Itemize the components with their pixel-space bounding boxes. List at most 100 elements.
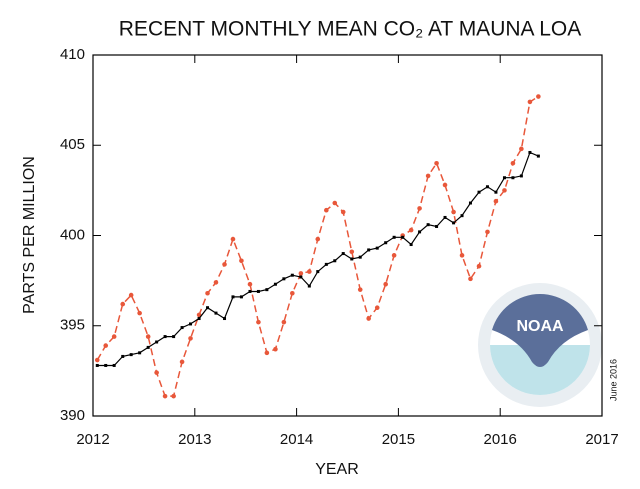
chart-title: RECENT MONTHLY MEAN CO₂ AT MAUNA LOA xyxy=(119,18,581,41)
data-point xyxy=(188,336,193,341)
data-point xyxy=(282,277,286,281)
data-point xyxy=(223,317,227,321)
data-point xyxy=(196,312,202,318)
data-point xyxy=(485,185,489,189)
data-point xyxy=(435,224,439,228)
data-point xyxy=(104,363,108,367)
data-point xyxy=(171,393,176,399)
data-point xyxy=(307,284,311,288)
data-point xyxy=(112,363,116,367)
data-point xyxy=(239,258,244,264)
data-point xyxy=(434,161,439,166)
data-point xyxy=(375,246,379,250)
data-point xyxy=(374,305,380,311)
y-tick-label: 395 xyxy=(60,317,85,334)
data-point xyxy=(358,255,362,259)
logo-text: NOAA xyxy=(516,318,564,335)
data-point xyxy=(94,357,100,363)
data-point xyxy=(349,249,355,255)
data-point xyxy=(111,334,117,339)
data-point xyxy=(214,311,218,315)
data-point xyxy=(121,354,125,358)
data-point xyxy=(493,198,499,204)
data-point xyxy=(528,150,532,154)
y-tick-label: 400 xyxy=(60,226,85,243)
data-point xyxy=(129,353,133,357)
x-tick-label: 2015 xyxy=(382,431,415,448)
data-point xyxy=(206,306,210,310)
data-point xyxy=(281,319,287,325)
data-point xyxy=(418,230,422,234)
data-point xyxy=(417,206,422,211)
data-point xyxy=(264,350,270,356)
data-point xyxy=(502,188,507,193)
data-point xyxy=(332,200,338,206)
data-point xyxy=(468,201,472,205)
data-point xyxy=(298,271,304,276)
data-point xyxy=(205,290,210,296)
y-tick-label: 390 xyxy=(60,407,85,424)
x-tick-label: 2016 xyxy=(484,431,517,448)
data-point xyxy=(392,235,396,239)
logo-bird xyxy=(492,294,588,367)
data-point xyxy=(468,276,473,282)
data-point xyxy=(510,161,516,166)
data-point xyxy=(146,345,150,349)
logo-sea xyxy=(490,345,590,395)
series-line xyxy=(96,95,539,397)
data-point xyxy=(357,287,363,292)
data-point xyxy=(536,94,541,99)
data-point xyxy=(333,259,337,263)
data-point xyxy=(340,209,346,215)
noaa-logo: NOAA xyxy=(478,283,602,407)
data-point xyxy=(519,174,523,178)
data-point xyxy=(485,229,490,235)
data-point xyxy=(248,289,252,293)
data-point xyxy=(350,257,354,261)
data-point xyxy=(290,290,295,296)
y-tick-label: 405 xyxy=(60,136,85,153)
data-point xyxy=(247,281,253,287)
data-point xyxy=(145,334,151,339)
data-point xyxy=(476,263,482,269)
data-point xyxy=(172,335,176,339)
data-point xyxy=(138,351,142,355)
data-point xyxy=(443,215,447,219)
data-point xyxy=(180,326,184,330)
data-point xyxy=(273,346,278,352)
data-point xyxy=(459,253,465,258)
data-point xyxy=(442,182,448,188)
data-point xyxy=(366,316,371,321)
data-point xyxy=(341,252,345,256)
data-point xyxy=(197,317,201,321)
data-point xyxy=(103,343,109,348)
data-point xyxy=(239,295,243,299)
data-point xyxy=(222,262,227,267)
data-point xyxy=(383,281,388,287)
data-point xyxy=(120,301,126,307)
data-point xyxy=(425,173,431,179)
data-point xyxy=(179,359,185,365)
data-point xyxy=(409,243,413,247)
data-point xyxy=(256,319,261,325)
data-point xyxy=(189,322,193,326)
data-point xyxy=(154,370,159,375)
data-point xyxy=(307,269,312,274)
data-point xyxy=(128,292,134,298)
x-axis-label: YEAR xyxy=(315,461,359,478)
data-point xyxy=(299,275,303,279)
y-axis-label: PARTS PER MILLION xyxy=(21,156,38,314)
data-point xyxy=(519,146,524,152)
data-point xyxy=(527,99,533,105)
data-point xyxy=(460,214,464,218)
data-point xyxy=(231,295,235,299)
data-point xyxy=(477,190,481,194)
data-point xyxy=(290,273,294,277)
x-tick-label: 2013 xyxy=(178,431,211,448)
data-point xyxy=(324,262,328,266)
data-point xyxy=(155,340,159,344)
x-tick-label: 2017 xyxy=(585,431,618,448)
data-point xyxy=(256,289,260,293)
